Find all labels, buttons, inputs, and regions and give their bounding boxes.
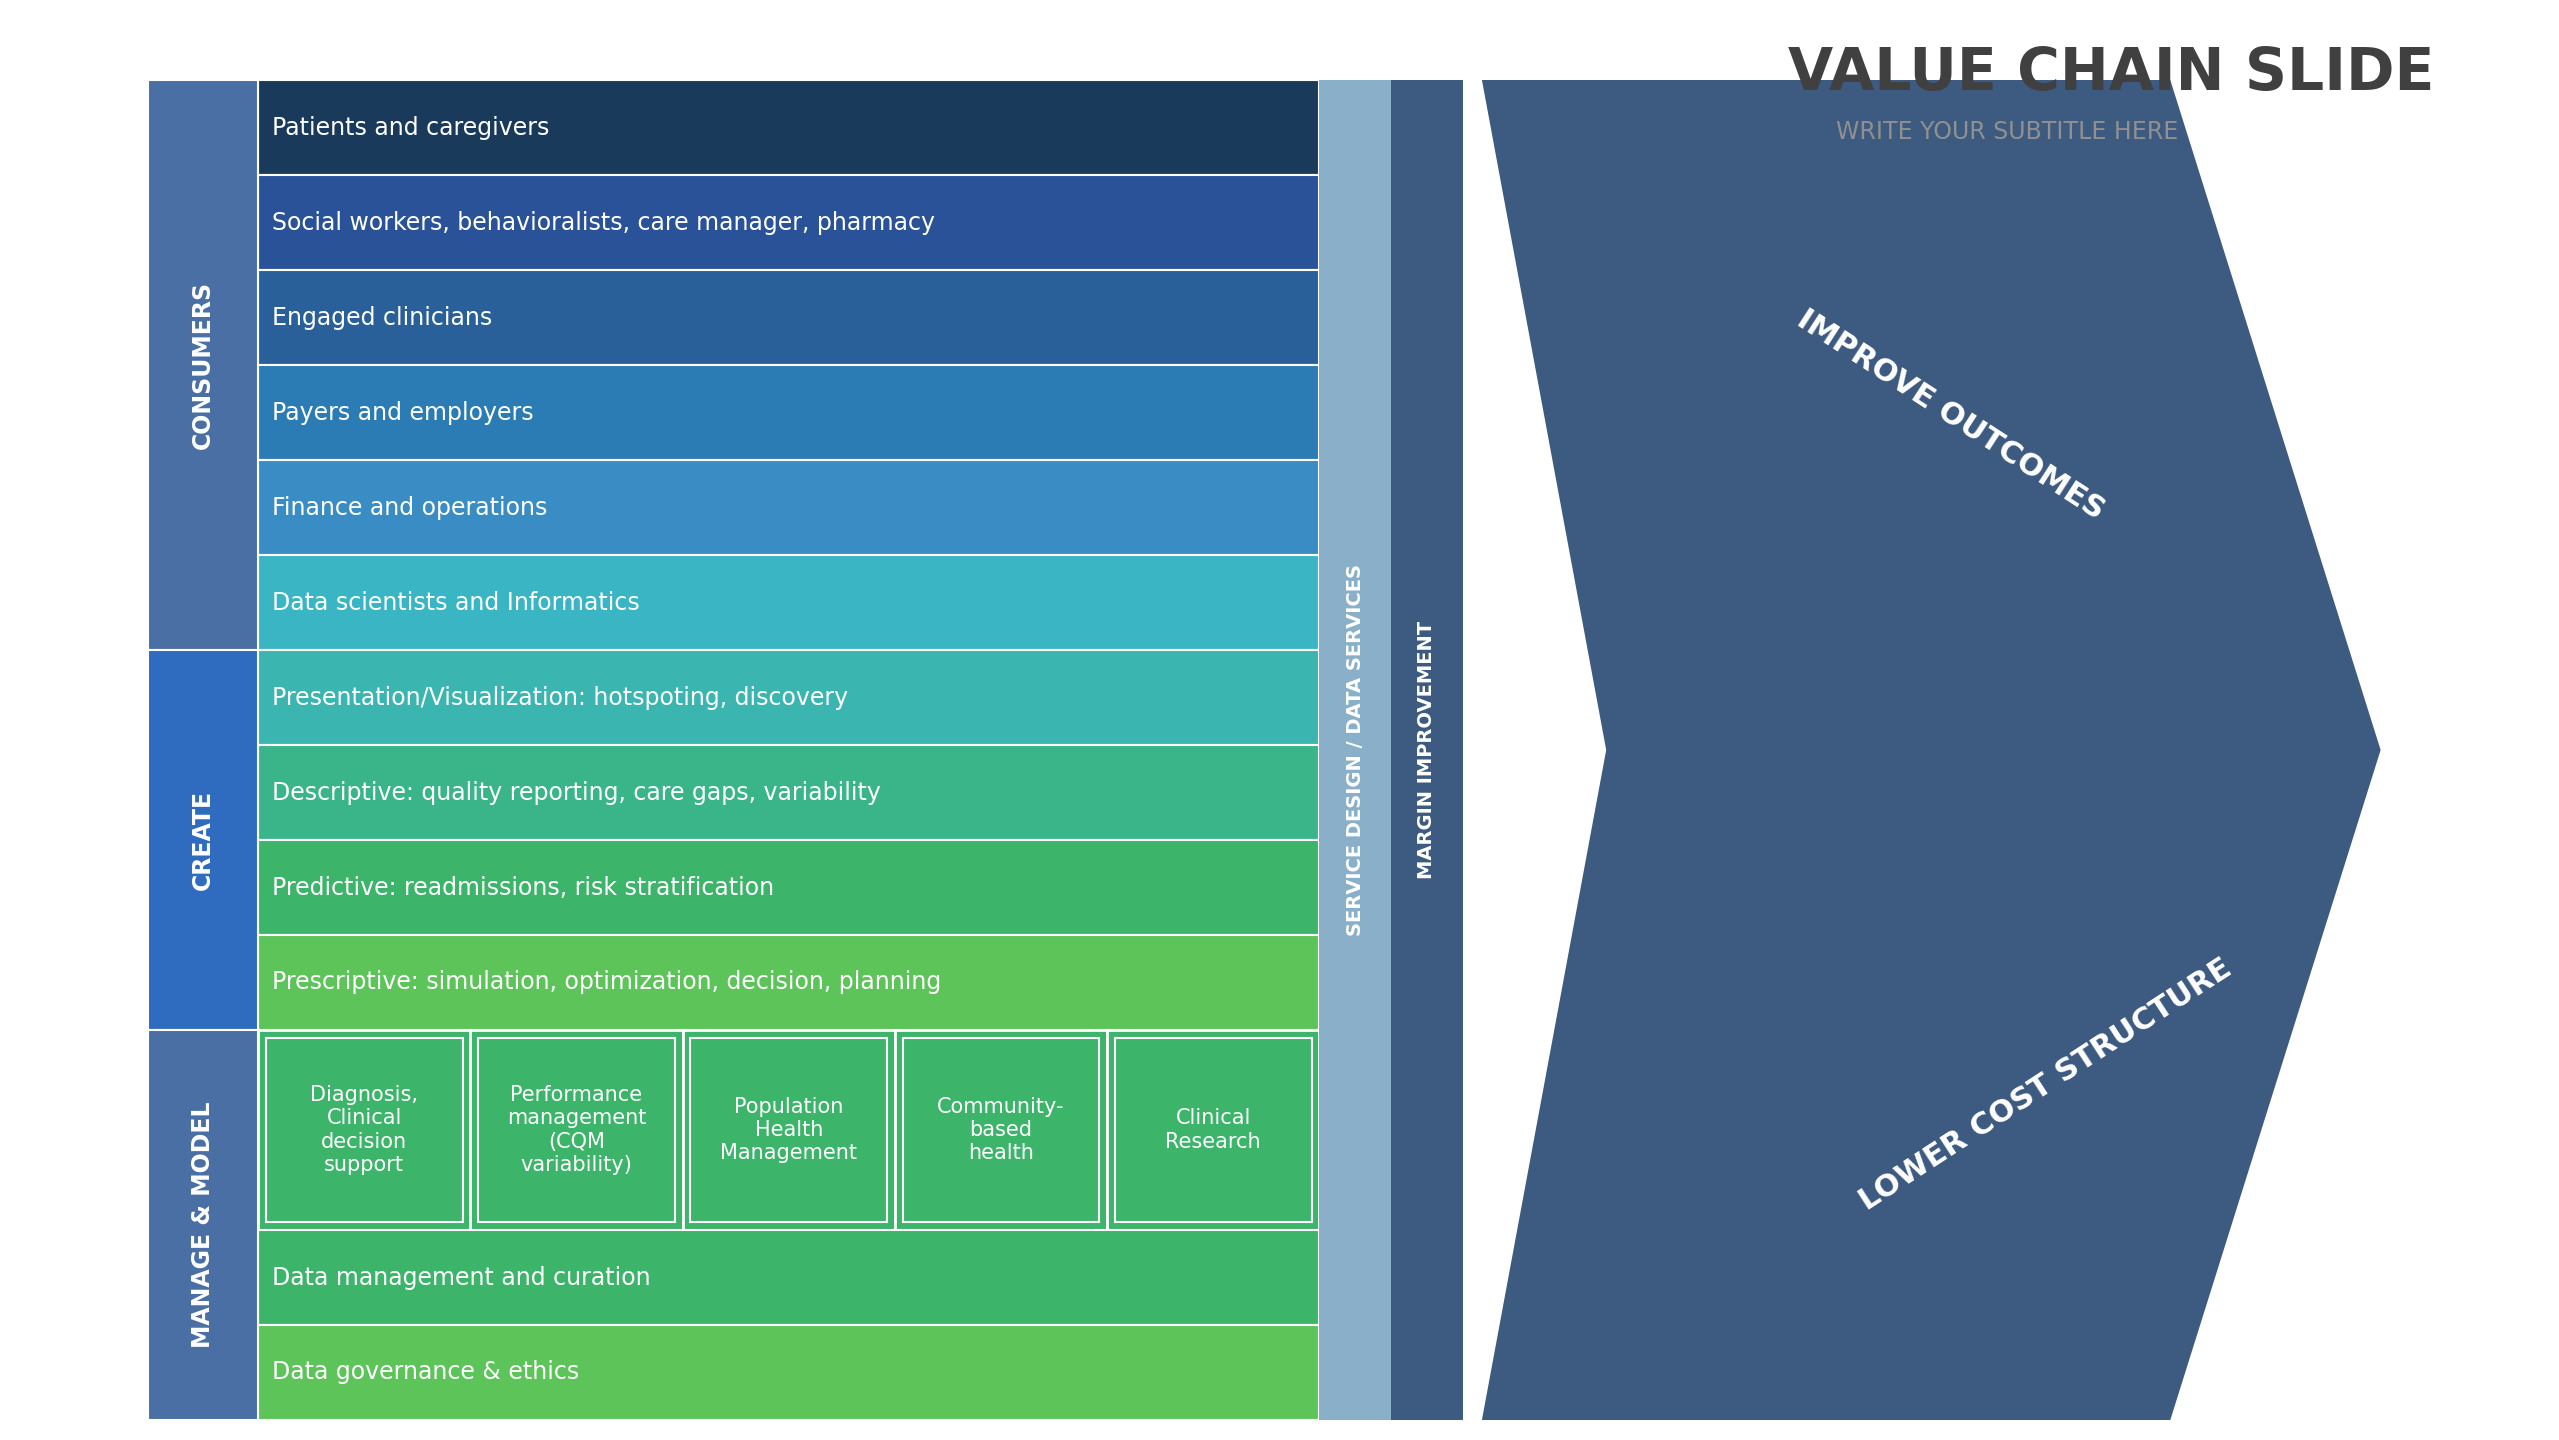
Text: Payers and employers: Payers and employers	[271, 400, 535, 425]
FancyBboxPatch shape	[258, 1030, 471, 1230]
FancyBboxPatch shape	[258, 364, 1320, 459]
Text: CREATE: CREATE	[192, 791, 215, 890]
Text: WRITE YOUR SUBTITLE HERE: WRITE YOUR SUBTITLE HERE	[1835, 120, 2178, 144]
FancyBboxPatch shape	[258, 176, 1320, 271]
Text: Prescriptive: simulation, optimization, decision, planning: Prescriptive: simulation, optimization, …	[271, 971, 942, 995]
Text: VALUE CHAIN SLIDE: VALUE CHAIN SLIDE	[1789, 45, 2434, 102]
Text: Performance
management
(CQM
variability): Performance management (CQM variability)	[507, 1086, 647, 1175]
Text: Engaged clinicians: Engaged clinicians	[271, 305, 494, 330]
FancyBboxPatch shape	[258, 554, 1320, 649]
FancyBboxPatch shape	[1108, 1030, 1320, 1230]
FancyBboxPatch shape	[258, 840, 1320, 935]
FancyBboxPatch shape	[148, 649, 258, 1030]
FancyBboxPatch shape	[148, 81, 258, 649]
Text: IMPROVE OUTCOMES: IMPROVE OUTCOMES	[1791, 305, 2109, 526]
Text: LOWER COST STRUCTURE: LOWER COST STRUCTURE	[1855, 953, 2237, 1217]
FancyBboxPatch shape	[1116, 1038, 1313, 1223]
Text: Data scientists and Informatics: Data scientists and Informatics	[271, 590, 640, 615]
Text: Predictive: readmissions, risk stratification: Predictive: readmissions, risk stratific…	[271, 876, 775, 900]
FancyBboxPatch shape	[258, 1230, 1320, 1325]
Text: Descriptive: quality reporting, care gaps, variability: Descriptive: quality reporting, care gap…	[271, 780, 880, 805]
Text: Diagnosis,
Clinical
decision
support: Diagnosis, Clinical decision support	[310, 1086, 417, 1175]
FancyBboxPatch shape	[896, 1030, 1108, 1230]
FancyBboxPatch shape	[1320, 81, 1392, 1420]
FancyBboxPatch shape	[258, 81, 1320, 176]
FancyBboxPatch shape	[258, 1325, 1320, 1420]
Text: Data management and curation: Data management and curation	[271, 1266, 650, 1289]
FancyBboxPatch shape	[683, 1030, 896, 1230]
Text: Patients and caregivers: Patients and caregivers	[271, 115, 550, 140]
FancyBboxPatch shape	[258, 649, 1320, 744]
FancyBboxPatch shape	[148, 1030, 258, 1420]
Polygon shape	[1482, 81, 2380, 1420]
Text: CONSUMERS: CONSUMERS	[192, 281, 215, 449]
Text: Finance and operations: Finance and operations	[271, 495, 548, 520]
Text: MANAGE & MODEL: MANAGE & MODEL	[192, 1102, 215, 1348]
FancyBboxPatch shape	[258, 744, 1320, 840]
FancyBboxPatch shape	[258, 935, 1320, 1030]
FancyBboxPatch shape	[471, 1030, 683, 1230]
FancyBboxPatch shape	[691, 1038, 888, 1223]
Text: Population
Health
Management: Population Health Management	[719, 1097, 857, 1164]
FancyBboxPatch shape	[258, 459, 1320, 554]
FancyBboxPatch shape	[258, 271, 1320, 364]
FancyBboxPatch shape	[903, 1038, 1100, 1223]
Text: Social workers, behavioralists, care manager, pharmacy: Social workers, behavioralists, care man…	[271, 210, 937, 235]
FancyBboxPatch shape	[1392, 81, 1464, 1420]
Text: Clinical
Research: Clinical Research	[1164, 1109, 1262, 1152]
Text: Community-
based
health: Community- based health	[937, 1097, 1065, 1164]
FancyBboxPatch shape	[266, 1038, 463, 1223]
Text: Data governance & ethics: Data governance & ethics	[271, 1361, 581, 1384]
Text: Presentation/Visualization: hotspoting, discovery: Presentation/Visualization: hotspoting, …	[271, 685, 850, 710]
Text: SERVICE DESIGN / DATA SERVICES: SERVICE DESIGN / DATA SERVICES	[1346, 564, 1364, 936]
Text: MARGIN IMPROVEMENT: MARGIN IMPROVEMENT	[1418, 621, 1436, 878]
FancyBboxPatch shape	[479, 1038, 676, 1223]
